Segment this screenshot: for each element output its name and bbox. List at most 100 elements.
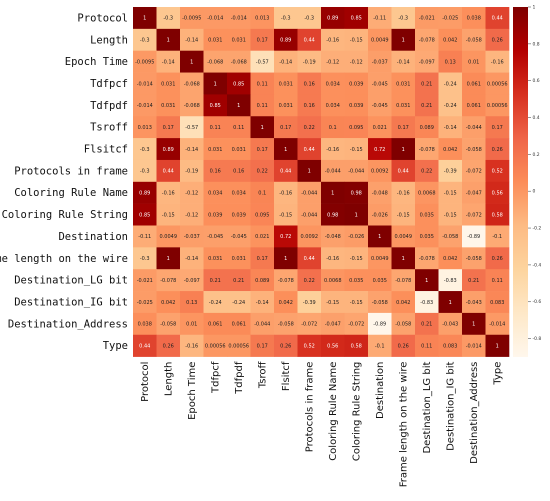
- heatmap-cell: [368, 138, 392, 161]
- heatmap-cell: [156, 116, 181, 139]
- cell-value-label: 0.21: [421, 103, 432, 109]
- heatmap-cell: [485, 116, 510, 139]
- heatmap-cell: [227, 50, 251, 73]
- cell-value-label: -0.058: [466, 256, 482, 262]
- heatmap-cell: [321, 28, 345, 51]
- cell-value-label: 0.26: [492, 147, 503, 153]
- cell-value-label: 0.44: [304, 147, 315, 153]
- heatmap-cell: [297, 225, 322, 248]
- heatmap-cell: [391, 334, 416, 357]
- heatmap-cell: [250, 225, 275, 248]
- heatmap-cell: [180, 181, 204, 204]
- cell-value-label: 0.21: [421, 81, 432, 87]
- cell-value-label: 0.17: [257, 147, 268, 153]
- cell-value-label: -0.044: [325, 169, 341, 175]
- heatmap-cell: [274, 334, 298, 357]
- heatmap-cell: [274, 138, 298, 161]
- cell-value-label: 0.17: [163, 125, 174, 131]
- heatmap-cell: [344, 334, 369, 357]
- cell-value-label: -0.044: [301, 212, 317, 218]
- heatmap-cell: [227, 269, 251, 292]
- heatmap-cell: [297, 181, 322, 204]
- heatmap-cell: [485, 269, 510, 292]
- cell-value-label: -0.14: [256, 300, 269, 306]
- heatmap-cell: [156, 50, 181, 73]
- heatmap-cell: [438, 312, 463, 336]
- cell-value-label: -0.078: [160, 278, 176, 284]
- cell-value-label: -0.058: [442, 234, 458, 240]
- colorbar: -0.8 -0.6 -0.4 -0.2 0 0.2 0.4 0.6 0.8 1: [513, 5, 542, 357]
- x-tick-label: Destination: [375, 362, 386, 419]
- heatmap-cell: [156, 203, 181, 226]
- heatmap-cell: [344, 247, 369, 270]
- cell-value-label: 0.031: [396, 103, 410, 109]
- heatmap-cell: [133, 28, 157, 51]
- heatmap-cell: [250, 50, 275, 73]
- heatmap-cell: [321, 159, 345, 183]
- cell-value-label: 0.042: [443, 38, 457, 44]
- heatmap-cell: [274, 181, 298, 204]
- heatmap-cell: [415, 334, 439, 357]
- heatmap-cell: [250, 334, 275, 357]
- y-tick-label: Destination: [58, 231, 128, 243]
- cell-value-label: -0.072: [466, 169, 482, 175]
- cell-value-label: -0.045: [231, 234, 247, 240]
- heatmap-cell: [462, 7, 486, 30]
- y-tick-label: Protocol: [77, 12, 128, 24]
- heatmap-cell: [274, 312, 298, 336]
- heatmap-cell: [180, 247, 204, 270]
- cell-value-label: -0.14: [279, 59, 292, 65]
- cell-value-label: -0.11: [138, 234, 151, 240]
- cell-value-label: -0.058: [278, 322, 294, 328]
- heatmap-cell: [297, 72, 322, 95]
- heatmap-cell: [415, 116, 439, 139]
- heatmap-cell: [391, 181, 416, 204]
- cell-value-label: -0.15: [350, 147, 363, 153]
- heatmap-cell: [438, 334, 463, 357]
- cell-value-label: 0.0049: [371, 256, 389, 262]
- heatmap-cell: [227, 7, 251, 30]
- cell-value-label: 1: [378, 234, 381, 240]
- cell-value-label: -0.097: [184, 278, 200, 284]
- cell-value-label: -0.014: [231, 16, 247, 22]
- heatmap-cell: [438, 159, 463, 183]
- heatmap-cell: [250, 181, 275, 204]
- heatmap-cell: [415, 291, 439, 314]
- heatmap-cell: [156, 138, 181, 161]
- heatmap-cell: [462, 247, 486, 270]
- cell-value-label: 1: [190, 59, 193, 65]
- y-tick-label: Destination_Address: [8, 318, 128, 330]
- cell-value-label: 1: [167, 256, 170, 262]
- heatmap-cell: [297, 247, 322, 270]
- cell-value-label: -0.043: [466, 300, 482, 306]
- colorbar-tick-label: 0.8: [533, 41, 540, 47]
- heatmap-cell: [391, 116, 416, 139]
- heatmap-cell: [368, 72, 392, 95]
- heatmap-cell: [180, 225, 204, 248]
- cell-value-label: 0.031: [208, 256, 222, 262]
- cell-value-label: 0.031: [232, 147, 246, 153]
- heatmap-cell: [391, 203, 416, 226]
- cell-value-label: 0.01: [468, 59, 479, 65]
- cell-value-label: -0.16: [326, 147, 339, 153]
- cell-value-label: -0.037: [184, 234, 200, 240]
- heatmap-cell: [462, 269, 486, 292]
- cell-value-label: -0.39: [444, 169, 457, 175]
- y-tick-label: Frame length on the wire: [0, 253, 128, 265]
- heatmap-cell: [415, 225, 439, 248]
- colorbar-tick-label: -0.8: [533, 336, 542, 342]
- heatmap-cell: [344, 7, 369, 30]
- heatmap-cell: [133, 159, 157, 183]
- heatmap-cell: [368, 94, 392, 117]
- heatmap-cell: [297, 28, 322, 51]
- cell-value-label: 0.021: [373, 125, 387, 131]
- cell-value-label: -0.39: [303, 300, 316, 306]
- cell-value-label: 0.0092: [371, 169, 389, 175]
- cell-value-label: 0.72: [280, 234, 291, 240]
- colorbar-tick-label: 0: [533, 189, 536, 195]
- heatmap-cell: [321, 50, 345, 73]
- cell-value-label: -0.3: [398, 16, 408, 22]
- heatmap-cell: [133, 50, 157, 73]
- cell-value-label: 0.034: [232, 191, 246, 197]
- cell-value-label: 0.17: [398, 125, 409, 131]
